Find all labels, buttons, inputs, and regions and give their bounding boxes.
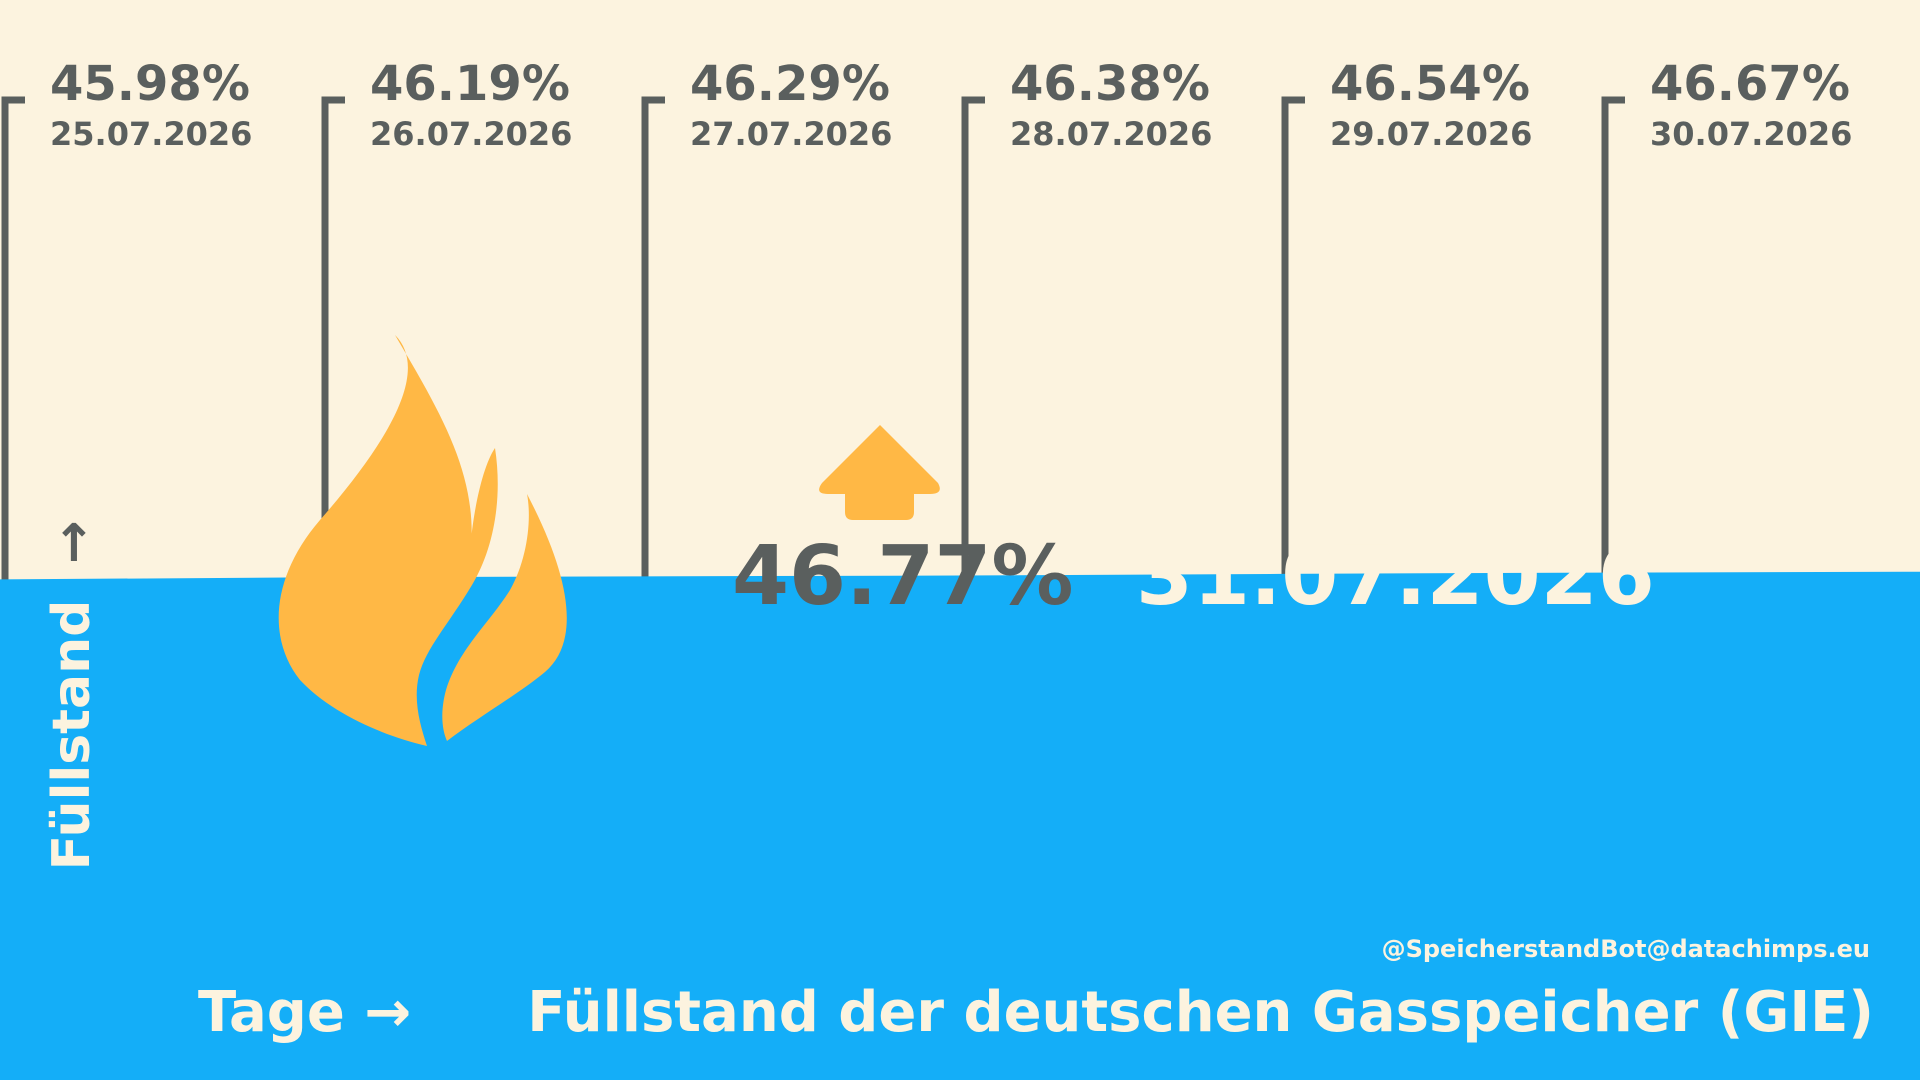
current-date-label: 31.07.2026	[1136, 529, 1655, 624]
day-label: 46.29% 27.07.2026	[690, 58, 892, 152]
day-date-label: 25.07.2026	[50, 115, 253, 153]
day-brackets	[1, 96, 1920, 582]
day-bracket	[1601, 96, 1625, 575]
source-label: @SpeicherstandBot@datachimps.eu	[1381, 935, 1870, 963]
day-value-label: 46.38%	[1010, 56, 1210, 112]
flame-icon	[278, 335, 567, 746]
day-value-label: 46.67%	[1650, 56, 1850, 112]
day-date-label: 29.07.2026	[1330, 115, 1533, 153]
day-bracket	[961, 96, 985, 578]
day-date-label: 28.07.2026	[1010, 115, 1213, 153]
day-value-label: 46.54%	[1330, 56, 1530, 112]
y-axis-arrow: ↑	[52, 514, 96, 574]
day-date-label: 27.07.2026	[690, 115, 893, 153]
day-date-label: 26.07.2026	[370, 115, 573, 153]
day-bracket	[641, 96, 665, 579]
day-bracket	[1, 96, 25, 582]
current-value-label: 46.77%	[732, 529, 1074, 624]
x-axis-label: Tage →	[198, 980, 412, 1045]
day-bracket	[1281, 96, 1305, 576]
day-label: 46.54% 29.07.2026	[1330, 58, 1532, 152]
day-value-label: 46.29%	[690, 56, 890, 112]
day-label: 46.38% 28.07.2026	[1010, 58, 1212, 152]
arrow-up-icon	[819, 425, 940, 520]
day-label: 46.19% 26.07.2026	[370, 58, 572, 152]
day-value-label: 45.98%	[50, 56, 250, 112]
day-date-label: 30.07.2026	[1650, 115, 1853, 153]
day-label: 45.98% 25.07.2026	[50, 58, 252, 152]
chart-title: Füllstand der deutschen Gasspeicher (GIE…	[527, 980, 1874, 1045]
y-axis-label: Füllstand	[42, 599, 102, 871]
day-label: 46.67% 30.07.2026	[1650, 58, 1852, 152]
day-value-label: 46.19%	[370, 56, 570, 112]
day-bracket	[321, 96, 345, 580]
